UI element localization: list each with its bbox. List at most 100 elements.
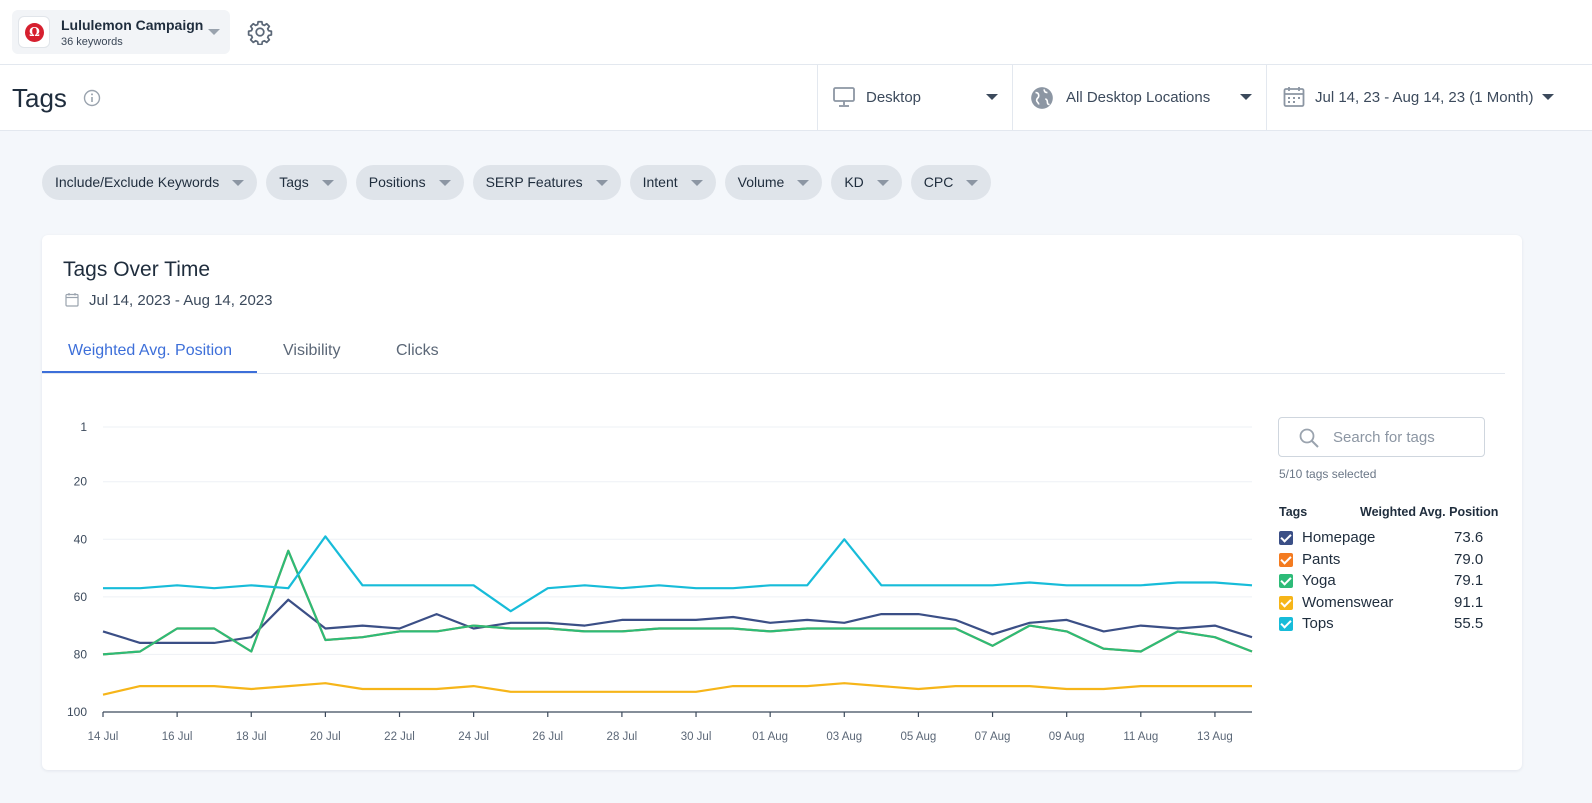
y-tick-label: 100 [67,705,87,719]
tag-name: Womenswear [1302,593,1394,611]
tag-row-tops[interactable]: Tops 55.5 [1279,613,1499,633]
campaign-selector[interactable]: Ω Lululemon Campaign 36 keywords [12,10,230,54]
filter-intent[interactable]: Intent [629,165,716,200]
tag-name: Yoga [1302,572,1336,590]
globe-icon [1031,87,1053,109]
y-tick-label: 60 [74,590,88,604]
card-date-range: Jul 14, 2023 - Aug 14, 2023 [89,292,273,309]
tag-value: 55.5 [1454,615,1484,633]
tag-row-yoga[interactable]: Yoga 79.1 [1279,570,1499,590]
series-line-yoga [102,549,1253,656]
series-line-homepage [102,598,1253,644]
tab-clicks[interactable]: Clicks [396,342,439,359]
calendar-icon [1283,87,1305,107]
chevron-down-icon [966,180,979,186]
legend-header-tags: Tags [1279,505,1308,519]
x-tick-label: 22 Jul [384,731,415,743]
tab-weighted-avg-position[interactable]: Weighted Avg. Position [68,342,232,359]
chevron-down-icon [438,180,451,186]
tags-selected-count: 5/10 tags selected [1279,467,1377,481]
campaign-keyword-count: 36 keywords [61,36,123,48]
chevron-down-icon [321,180,334,186]
tag-value: 79.1 [1454,572,1484,590]
tag-name: Tops [1302,615,1334,633]
page-header: Tags Desktop All Desktop Locations Jul [0,65,1592,131]
date-range-dropdown[interactable]: Jul 14, 23 - Aug 14, 23 (1 Month) [1266,65,1592,131]
tag-value: 73.6 [1454,529,1484,546]
chevron-down-icon [797,180,810,186]
x-tick-label: 30 Jul [681,731,712,743]
chevron-down-icon [1240,94,1252,100]
y-tick-label: 40 [74,532,88,546]
chevron-down-icon [876,180,889,186]
chevron-down-icon [232,180,245,186]
x-tick-label: 16 Jul [162,731,193,743]
x-tick-label: 24 Jul [458,731,489,743]
date-range-label: Jul 14, 23 - Aug 14, 23 (1 Month) [1315,89,1534,106]
checkbox-checked-icon[interactable] [1279,595,1293,610]
tag-search[interactable] [1278,417,1485,457]
location-dropdown[interactable]: All Desktop Locations [1012,65,1266,131]
tag-value: 91.1 [1454,593,1484,611]
series-line-womenswear [102,682,1252,696]
top-bar: Ω Lululemon Campaign 36 keywords [0,0,1592,65]
lululemon-logo-icon: Ω [18,16,50,48]
filter-tags[interactable]: Tags [266,165,347,200]
metric-tabs: Weighted Avg. Position Visibility Clicks [42,335,1505,374]
tag-name: Homepage [1302,529,1376,546]
chevron-down-icon [690,180,703,186]
legend-header-value: Weighted Avg. Position [1360,505,1499,519]
tags-over-time-card: Tags Over Time Jul 14, 2023 - Aug 14, 20… [42,235,1522,770]
tag-row-homepage[interactable]: Homepage 73.6 [1279,527,1499,547]
x-tick-label: 03 Aug [826,731,862,743]
x-tick-label: 01 Aug [752,731,788,743]
y-tick-label: 80 [74,647,88,661]
filter-volume[interactable]: Volume [724,165,823,200]
calendar-icon [65,293,79,307]
device-dropdown[interactable]: Desktop [817,65,1012,131]
y-tick-label: 1 [80,420,87,434]
chevron-down-icon [595,180,608,186]
chevron-down-icon [986,94,998,100]
device-label: Desktop [866,89,922,106]
tag-search-input[interactable] [1333,427,1473,447]
x-tick-label: 28 Jul [607,731,638,743]
filter-bar: Include/Exclude Keywords Tags Positions … [42,165,992,200]
x-tick-label: 11 Aug [1123,731,1158,743]
x-tick-label: 09 Aug [1049,731,1085,743]
chevron-down-icon [1542,94,1554,100]
info-icon[interactable] [83,89,101,107]
x-tick-label: 26 Jul [532,731,563,743]
filter-cpc[interactable]: CPC [910,165,992,200]
x-tick-label: 20 Jul [310,731,341,743]
search-icon [1299,428,1319,448]
active-tab-indicator [42,371,257,373]
y-tick-label: 20 [74,475,88,489]
filter-positions[interactable]: Positions [355,165,464,200]
filter-serp-features[interactable]: SERP Features [472,165,621,200]
checkbox-checked-icon[interactable] [1279,531,1293,545]
checkbox-checked-icon[interactable] [1279,617,1293,632]
desktop-icon [833,87,855,107]
checkbox-checked-icon[interactable] [1279,574,1293,589]
tag-row-womenswear[interactable]: Womenswear 91.1 [1279,592,1499,612]
x-tick-label: 18 Jul [236,731,267,743]
chevron-down-icon [208,29,220,35]
card-title: Tags Over Time [63,258,211,281]
gear-icon[interactable] [247,19,273,45]
x-tick-label: 05 Aug [901,731,937,743]
tag-name: Pants [1302,550,1341,568]
series-line-tops [103,535,1253,613]
location-label: All Desktop Locations [1066,89,1211,106]
filter-include-exclude-keywords[interactable]: Include/Exclude Keywords [42,165,258,200]
tag-value: 79.0 [1454,550,1484,568]
x-tick-label: 13 Aug [1197,731,1233,743]
campaign-name: Lululemon Campaign [61,17,204,33]
page-title: Tags [12,83,67,113]
series-line-pants [102,549,1253,656]
tab-visibility[interactable]: Visibility [283,342,341,359]
checkbox-checked-icon[interactable] [1279,552,1293,567]
tag-row-pants[interactable]: Pants 79.0 [1279,549,1499,569]
filter-kd[interactable]: KD [831,165,902,200]
